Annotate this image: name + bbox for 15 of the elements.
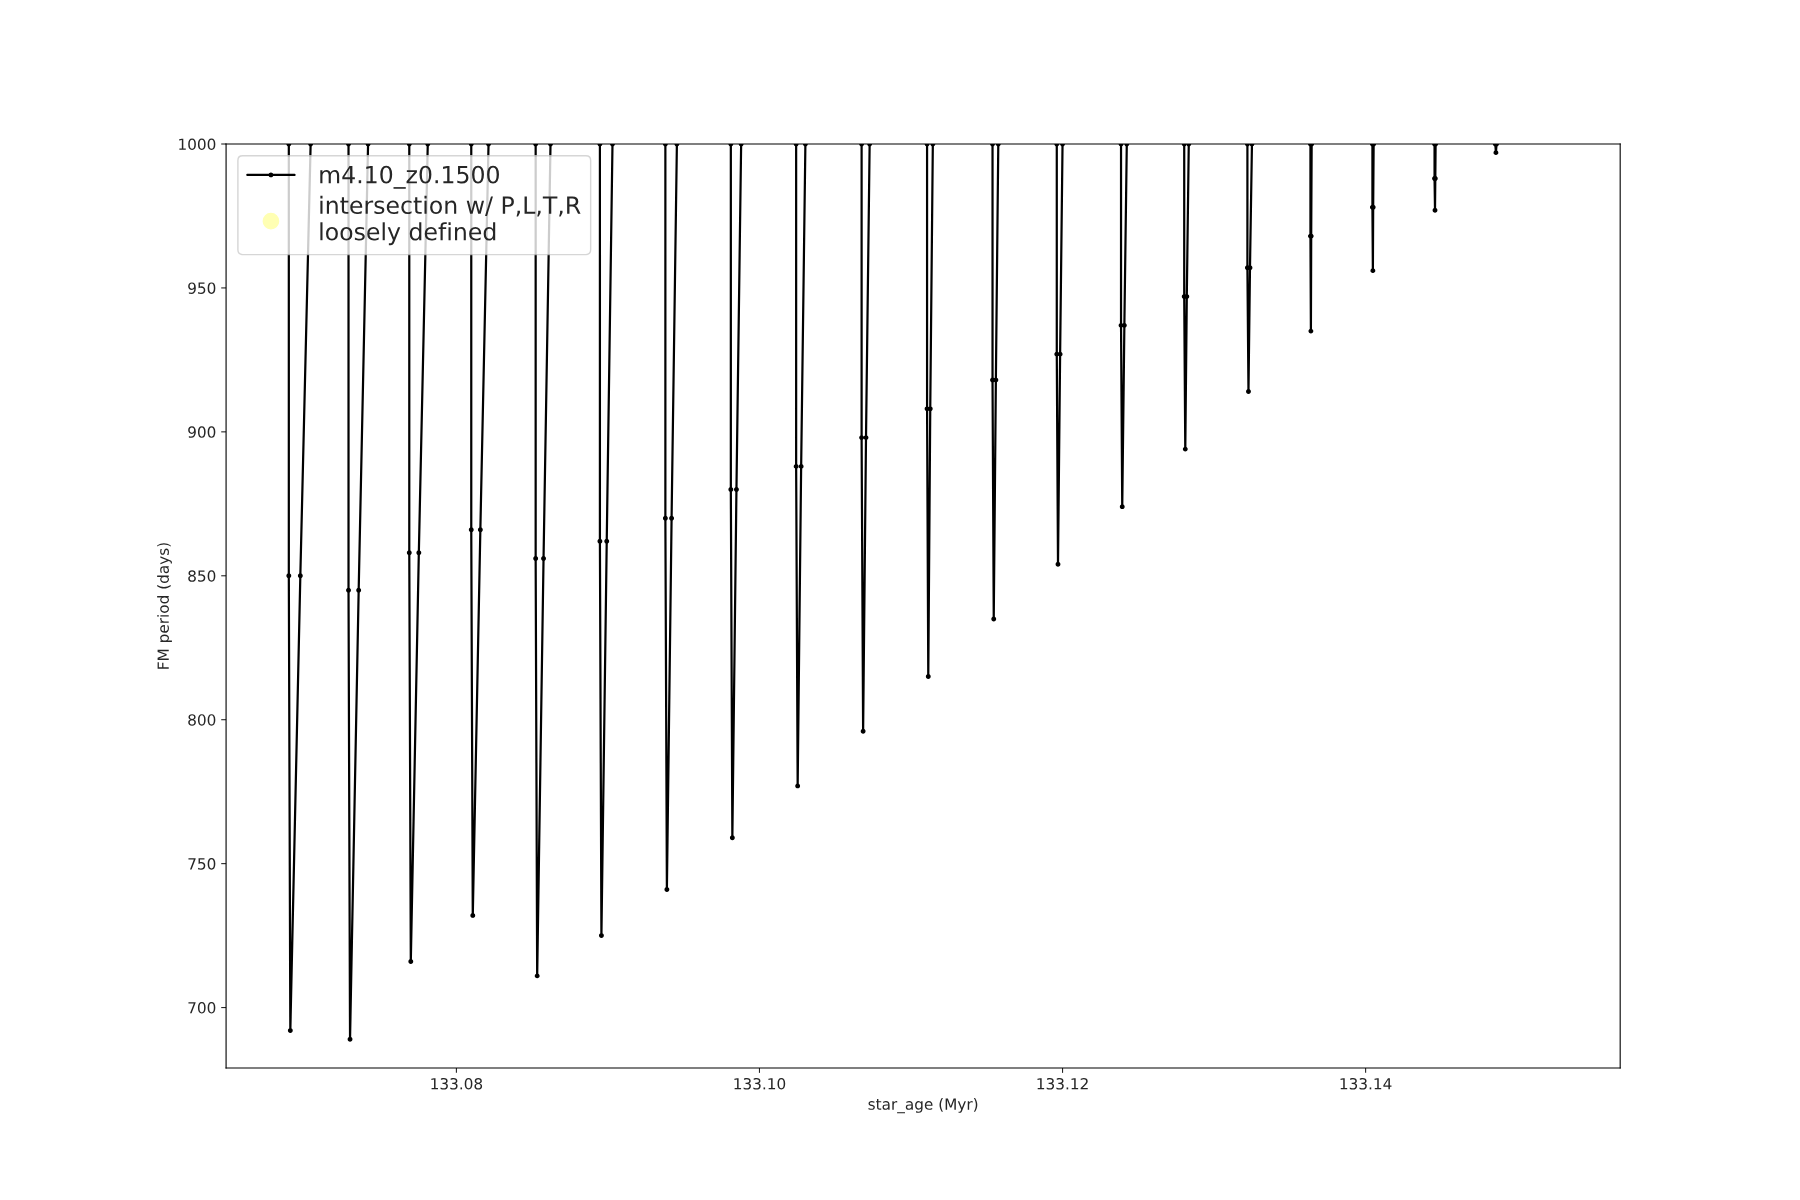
y-tick-label: 750 <box>188 858 216 870</box>
y-tick-label: 950 <box>188 282 216 294</box>
x-tick-label: 133.14 <box>1340 1077 1392 1090</box>
y-axis-title: FM period (days) <box>157 543 172 669</box>
x-axis-title: star_age (Myr) <box>868 1098 978 1114</box>
legend-label: m4.10_z0.1500 <box>320 165 499 189</box>
legend-label: intersection w/ P,L,T,R loosely defined <box>320 195 581 246</box>
y-tick-label: 900 <box>188 426 216 438</box>
x-tick-label: 133.10 <box>734 1077 786 1090</box>
y-tick-label: 700 <box>188 1002 216 1014</box>
y-tick-label: 800 <box>188 714 216 726</box>
x-tick-label: 133.08 <box>431 1077 483 1090</box>
y-tick-label: 850 <box>188 570 216 582</box>
x-tick-label: 133.12 <box>1037 1077 1088 1090</box>
y-tick-label: 1000 <box>179 138 216 151</box>
